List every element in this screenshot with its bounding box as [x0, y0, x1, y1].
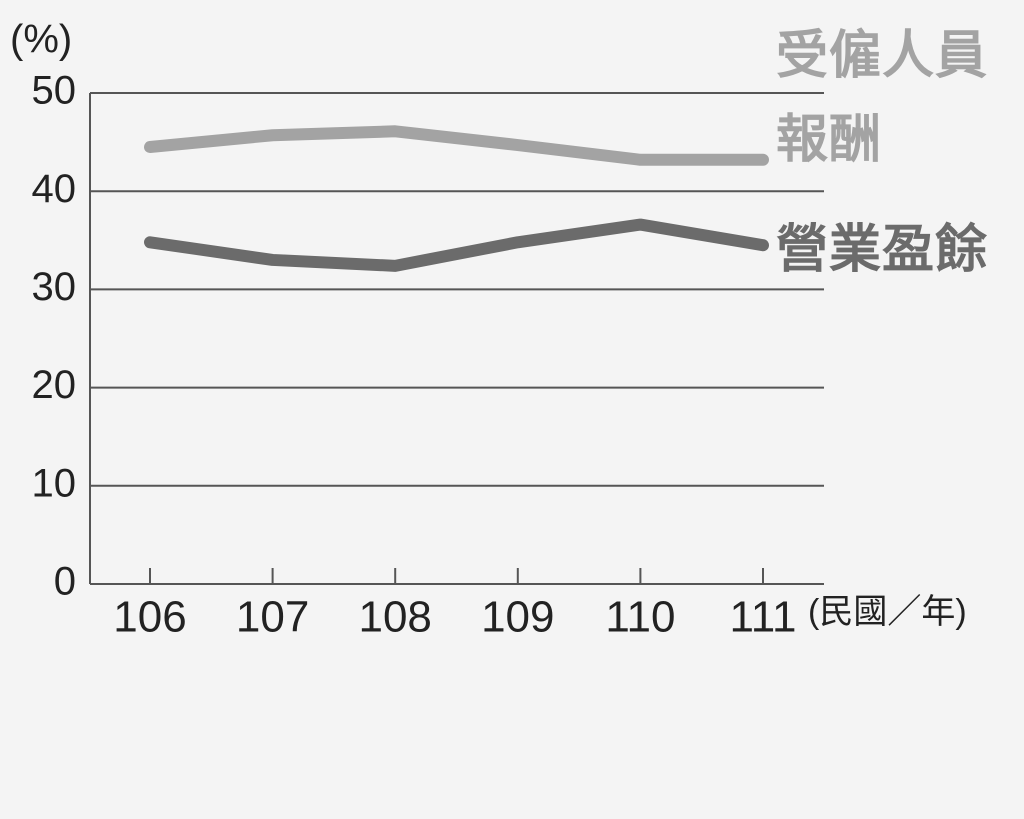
- y-tick-label: 20: [32, 363, 77, 407]
- series-label: 受僱人員報酬: [776, 27, 989, 169]
- x-tick-label: 110: [605, 593, 675, 642]
- x-tick-label: 107: [236, 593, 309, 642]
- series-line: [144, 125, 769, 166]
- x-axis-label: (民國／年): [808, 593, 967, 631]
- y-tick-label: 50: [32, 69, 77, 113]
- y-tick-label: 30: [32, 265, 77, 309]
- y-axis-label: (%): [10, 18, 72, 62]
- series-label: 營業盈餘: [776, 221, 989, 279]
- x-tick-label: 111: [730, 593, 797, 642]
- x-tick-label: 109: [481, 593, 554, 642]
- x-tick-label: 106: [113, 593, 186, 642]
- y-tick-label: 0: [54, 560, 76, 604]
- y-tick-label: 10: [32, 461, 77, 505]
- series-line: [144, 218, 769, 272]
- x-tick-label: 108: [358, 593, 431, 642]
- y-tick-label: 40: [32, 167, 77, 211]
